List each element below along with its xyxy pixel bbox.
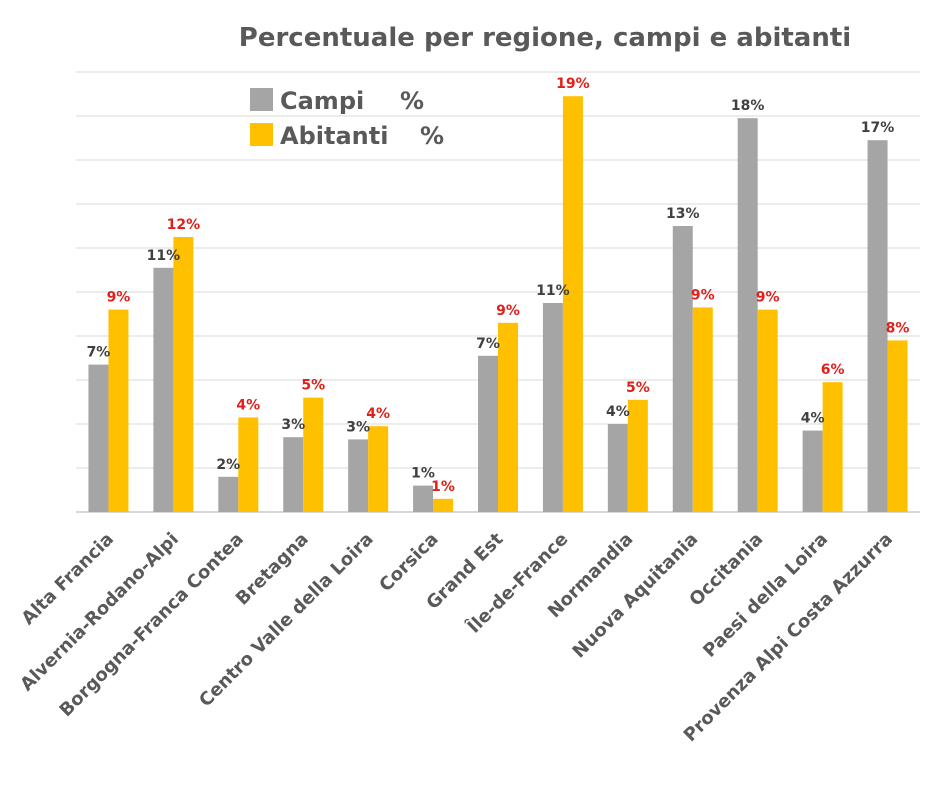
legend: Campi % Abitanti % [250, 87, 444, 150]
x-tick-label: Paesi della Loira [699, 529, 832, 662]
gridlines [76, 71, 920, 513]
data-label-abitanti-0: 9% [107, 290, 131, 306]
data-label-abitanti-4: 4% [366, 406, 390, 422]
bar-campi-4 [348, 439, 369, 512]
legend-unit-abitanti: % [420, 122, 444, 150]
data-label-abitanti-11: 6% [821, 362, 845, 378]
bar-abitanti-10 [757, 309, 778, 512]
legend-label-campi: Campi [280, 87, 364, 115]
x-tick-label: Corsica [375, 529, 442, 596]
data-label-campi-3: 3% [281, 417, 305, 433]
legend-swatch-abitanti [250, 123, 273, 146]
bar-abitanti-6 [498, 322, 518, 512]
bar-abitanti-0 [108, 309, 129, 512]
bar-campi-11 [802, 430, 823, 512]
data-label-campi-11: 4% [801, 411, 825, 427]
data-label-abitanti-1: 12% [167, 217, 201, 233]
data-label-abitanti-5: 1% [431, 479, 455, 495]
data-label-abitanti-8: 5% [626, 380, 650, 396]
data-label-abitanti-7: 19% [556, 76, 590, 92]
data-label-campi-0: 7% [87, 345, 111, 361]
bar-campi-9 [672, 226, 693, 512]
bar-campi-10 [737, 118, 758, 512]
legend-swatch-campi [250, 88, 273, 111]
data-label-abitanti-2: 4% [236, 397, 260, 413]
bar-abitanti-9 [692, 307, 713, 512]
data-label-abitanti-12: 8% [886, 320, 910, 336]
data-label-campi-2: 2% [216, 457, 240, 473]
bar-abitanti-8 [627, 399, 648, 512]
chart-title: Percentuale per regione, campi e abitant… [239, 23, 851, 53]
bar-abitanti-2 [238, 417, 259, 512]
data-label-campi-4: 3% [346, 419, 370, 435]
data-label-campi-8: 4% [606, 404, 630, 420]
bar-abitanti-11 [822, 382, 843, 512]
x-tick-label: Nuova Aquitania [569, 529, 703, 663]
bar-abitanti-12 [887, 340, 908, 512]
bar-abitanti-5 [433, 498, 454, 512]
data-label-campi-9: 13% [666, 206, 700, 222]
data-label-abitanti-3: 5% [301, 378, 325, 394]
data-label-campi-12: 17% [861, 120, 895, 136]
bar-campi-3 [283, 437, 304, 512]
data-label-campi-6: 7% [476, 336, 500, 352]
x-tick-labels: Alta FranciaAlvernia-Rodano-AlpiBorgogna… [16, 528, 897, 746]
bar-campi-7 [542, 303, 563, 512]
bar-campi-0 [88, 364, 109, 512]
legend-label-abitanti: Abitanti [280, 122, 388, 150]
data-label-abitanti-6: 9% [496, 303, 520, 319]
data-label-campi-1: 11% [147, 248, 181, 264]
bar-abitanti-1 [173, 237, 194, 512]
bar-campi-6 [478, 355, 498, 512]
bar-campi-8 [607, 424, 628, 512]
data-label-campi-7: 11% [536, 283, 570, 299]
bar-abitanti-3 [303, 397, 324, 512]
bar-campi-2 [218, 476, 239, 512]
legend-unit-campi: % [400, 87, 424, 115]
data-label-abitanti-10: 9% [756, 290, 780, 306]
data-label-campi-5: 1% [411, 466, 435, 482]
bar-abitanti-7 [562, 96, 583, 512]
bars [88, 96, 908, 512]
bar-abitanti-4 [368, 426, 389, 512]
bar-campi-5 [413, 485, 434, 512]
bar-campi-12 [867, 140, 888, 512]
data-label-abitanti-9: 9% [691, 287, 715, 303]
data-label-campi-10: 18% [731, 98, 765, 114]
bar-campi-1 [153, 267, 174, 512]
data-labels: 7%9%11%12%2%4%3%5%3%4%1%1%7%9%11%19%4%5%… [87, 76, 910, 495]
